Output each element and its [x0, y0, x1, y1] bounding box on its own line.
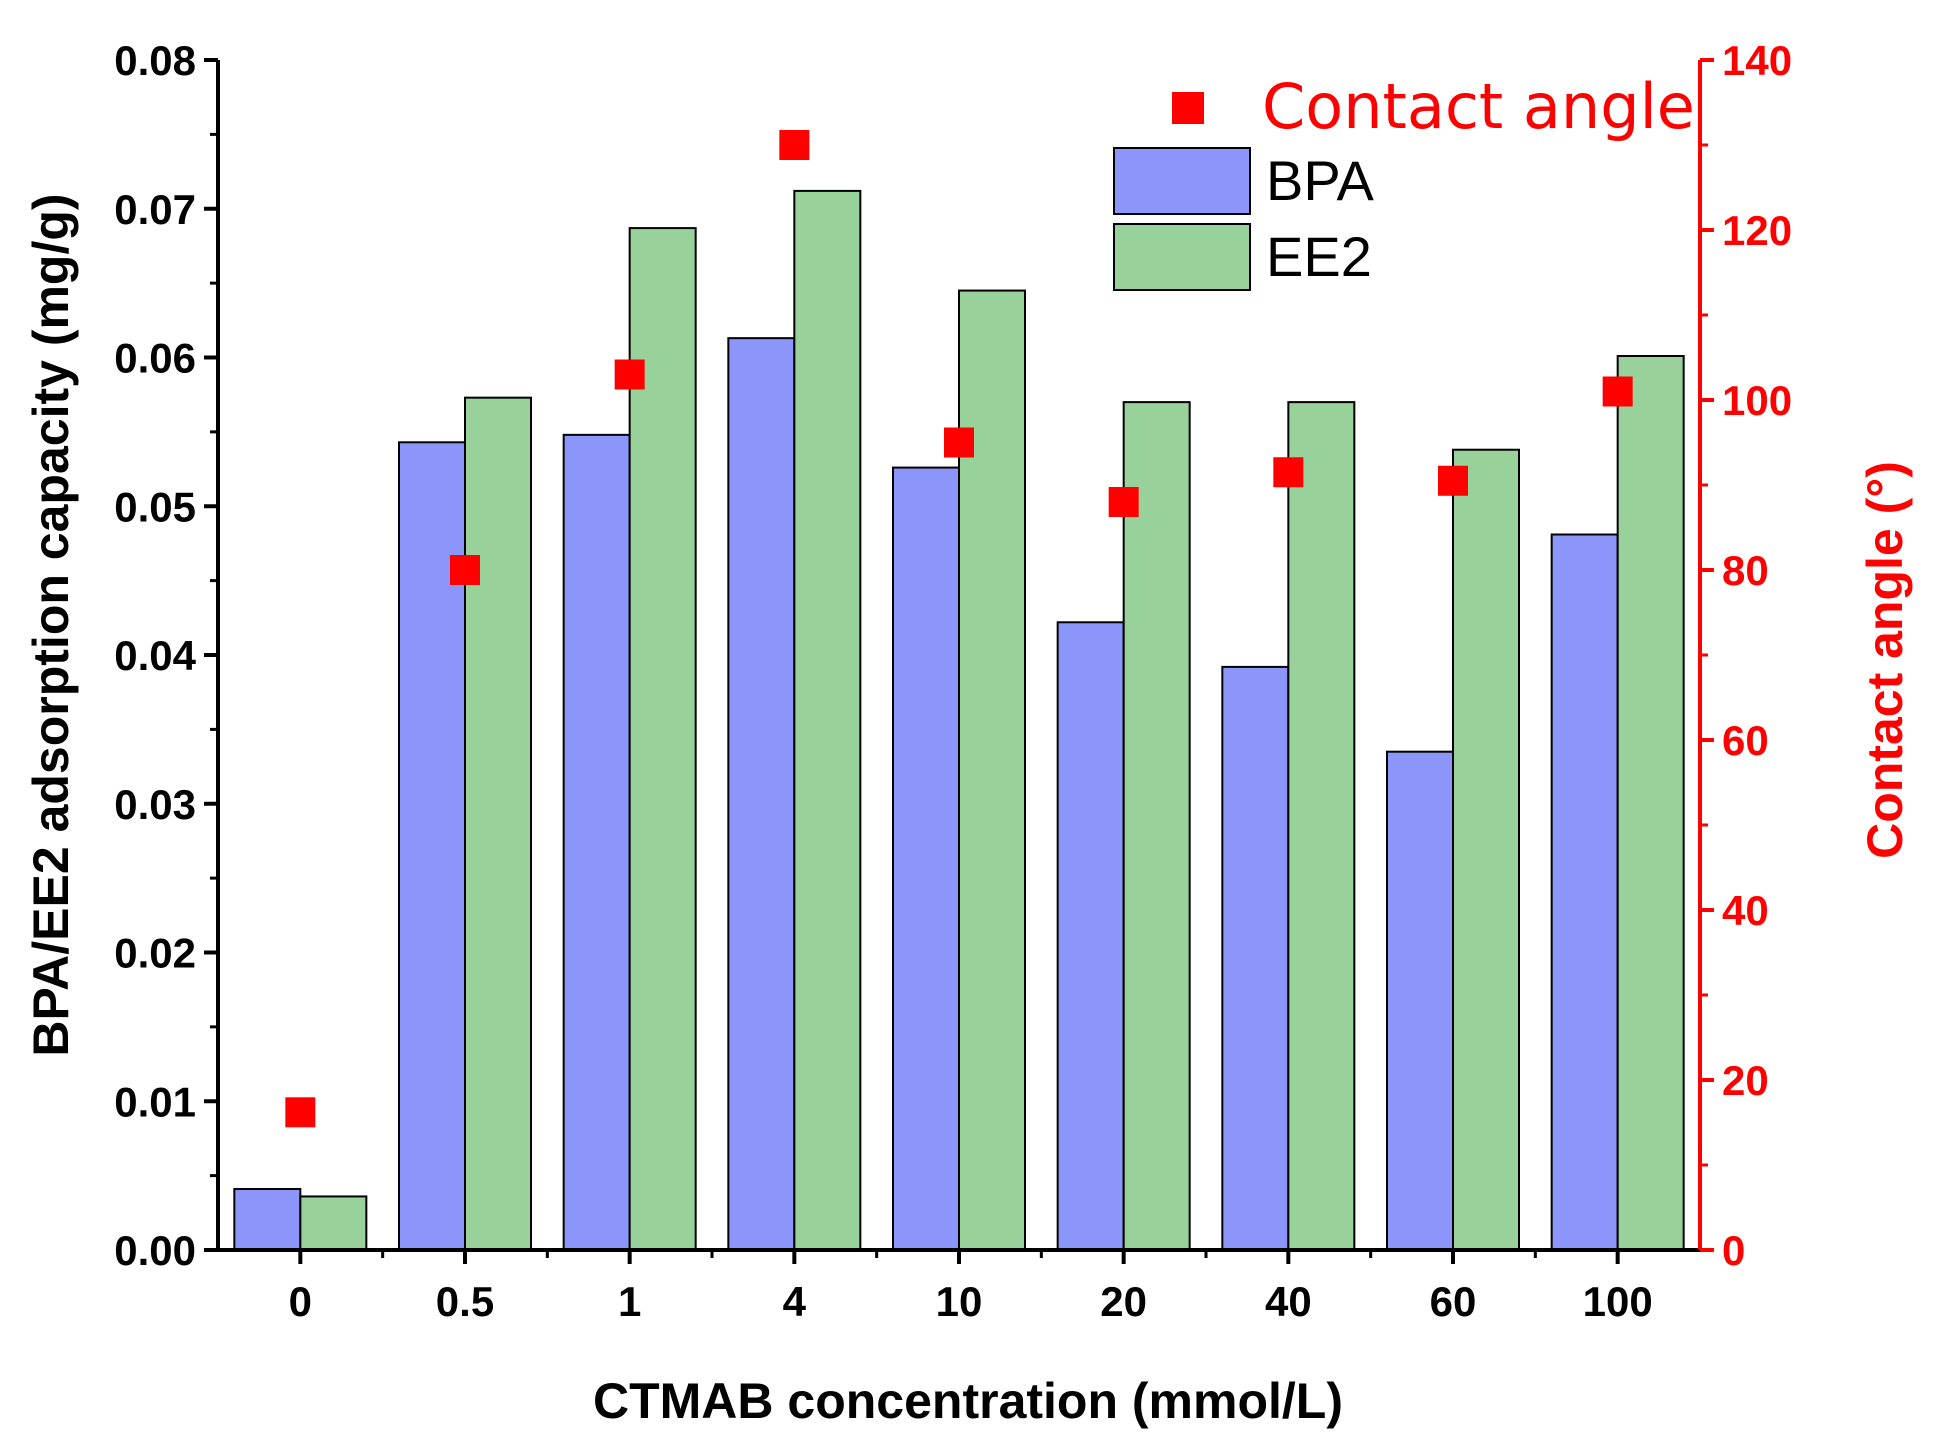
y2-tick-label-40: 40: [1722, 887, 1769, 934]
y-tick-label-0.06: 0.06: [114, 335, 196, 382]
bar-ee2-0: [299, 1195, 368, 1251]
y-axis-title: BPA/EE2 adsorption capacity (mg/g): [23, 193, 79, 1056]
y2-tick-label-60: 60: [1722, 717, 1769, 764]
bar-ee2-100: [1616, 355, 1685, 1251]
point-contact-angle-0.5: [450, 555, 480, 585]
y2-tick-label-120: 120: [1722, 207, 1792, 254]
point-contact-angle-4: [779, 130, 810, 160]
x-tick-label-0.5: 0.5: [436, 1278, 494, 1325]
bar-ee2-20: [1122, 401, 1191, 1251]
axes-layer: 0.00 0.01 0.02 0.03 0.04 0.05 0.06 0.07 0.08 0 20 4…: [114, 37, 1792, 1325]
x-tick-label-40: 40: [1265, 1278, 1312, 1325]
y-tick-label-0.08: 0.08: [114, 37, 196, 84]
y2-tick-label-80: 80: [1722, 547, 1769, 594]
point-contact-angle-0: [285, 1097, 316, 1128]
x-tick-label-4: 4: [783, 1278, 807, 1325]
point-contact-angle-40: [1273, 457, 1304, 488]
bar-ee2-0.5: [464, 396, 532, 1252]
x-tick-label-0: 0: [289, 1278, 312, 1325]
bar-bpa-60: [1386, 750, 1454, 1251]
bar-ee2-40: [1287, 401, 1356, 1251]
bar-bpa-0: [233, 1188, 302, 1251]
points-layer: [285, 130, 1633, 1128]
legend-label-ee2: EE2: [1266, 225, 1372, 288]
bar-bpa-40: [1221, 665, 1290, 1251]
point-contact-angle-60: [1438, 465, 1468, 496]
y2-tick-label-20: 20: [1722, 1057, 1769, 1104]
y-tick-label-0.01: 0.01: [114, 1078, 196, 1125]
y-tick-label-0.07: 0.07: [114, 186, 196, 233]
y2-tick-label-140: 140: [1722, 37, 1792, 84]
bar-ee2-4: [793, 189, 862, 1251]
legend-swatch-bpa: [1113, 147, 1251, 215]
x-tick-label-100: 100: [1583, 1278, 1653, 1325]
y2-tick-label-0: 0: [1722, 1227, 1745, 1274]
x-tick-label-60: 60: [1430, 1278, 1477, 1325]
x-tick-label-10: 10: [936, 1278, 983, 1325]
legend-swatch-ee2: [1113, 223, 1251, 291]
bar-bpa-10: [892, 466, 960, 1251]
point-contact-angle-1: [614, 359, 645, 390]
point-contact-angle-10: [944, 427, 974, 458]
y-tick-label-0.00: 0.00: [114, 1227, 196, 1274]
x-axis-title: CTMAB concentration (mmol/L): [593, 1373, 1343, 1429]
legend-label-contact-angle: Contact angle: [1262, 70, 1695, 143]
bar-ee2-60: [1452, 448, 1520, 1252]
legend-marker-contact-angle: [1172, 92, 1204, 124]
bar-bpa-1: [562, 433, 631, 1252]
bar-ee2-1: [628, 227, 697, 1251]
bar-bpa-4: [727, 337, 796, 1252]
bar-bpa-100: [1550, 533, 1619, 1251]
bar-bpa-20: [1056, 621, 1125, 1251]
point-contact-angle-100: [1602, 376, 1633, 407]
y-tick-label-0.03: 0.03: [114, 781, 196, 828]
y-tick-label-0.04: 0.04: [114, 632, 196, 679]
x-tick-label-20: 20: [1100, 1278, 1147, 1325]
y2-tick-label-100: 100: [1722, 377, 1792, 424]
y-tick-label-0.02: 0.02: [114, 930, 196, 977]
y2-axis-title: Contact angle (°): [1857, 461, 1913, 859]
y-tick-label-0.05: 0.05: [114, 483, 196, 530]
x-tick-label-1: 1: [618, 1278, 641, 1325]
point-contact-angle-20: [1108, 487, 1139, 517]
bars-layer: [233, 189, 1685, 1252]
legend-label-bpa: BPA: [1266, 149, 1375, 212]
